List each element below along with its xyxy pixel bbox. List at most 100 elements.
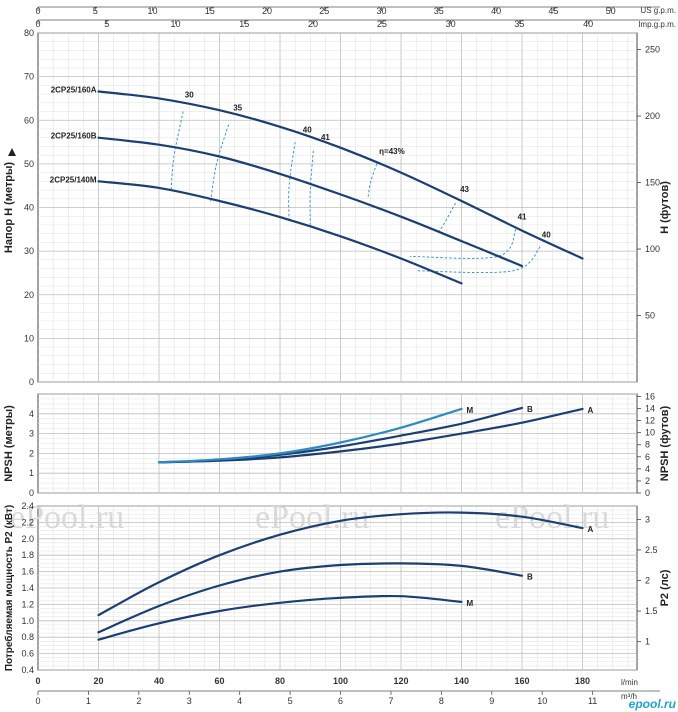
m3h-tick-label: 3 [187, 696, 192, 706]
power-ytick-label: 1.8 [21, 550, 34, 560]
power-series-label: B [527, 573, 533, 582]
efficiency-isolines: 30 35 40 41 η=43% 43 41 40 [170, 91, 551, 274]
us-gpm-tick-label: 45 [548, 6, 558, 16]
head-right-tick-label: 50 [645, 311, 655, 321]
npsh-ytick-label: 3 [29, 429, 34, 439]
head-ytick-label: 70 [24, 72, 34, 82]
power-right-tick-label: 1 [645, 637, 650, 647]
power-curve-a [97, 511, 584, 617]
m3h-tick-label: 9 [489, 696, 494, 706]
npsh-ylabel: NPSH (метры) [3, 405, 15, 482]
brand-logo: epool.ru [629, 697, 677, 711]
efficiency-isoline [170, 111, 184, 191]
npsh-right-tick-label: 12 [645, 416, 655, 426]
npsh-ylabel-right: NPSH (футов) [659, 405, 671, 481]
efficiency-isoline [410, 229, 517, 259]
npsh-ytick-label: 2 [29, 448, 34, 458]
us-gpm-tick-label: 15 [205, 6, 215, 16]
watermarks: ePool.ru ePool.ru ePool.ru [10, 499, 609, 536]
head-ytick-label: 10 [24, 333, 34, 343]
head-series-label: 2CP25/140M [50, 175, 97, 184]
npsh-right-tick-label: 8 [645, 440, 650, 450]
efficiency-label: 41 [321, 133, 330, 142]
head-curve-2cp25-140m [97, 180, 463, 285]
head-ytick-label: 80 [24, 28, 34, 38]
power-series-label: A [588, 525, 594, 534]
imp-gpm-tick-label: 25 [377, 19, 387, 29]
lmin-tick-label: 60 [215, 676, 225, 686]
head-ytick-label: 30 [24, 246, 34, 256]
us-gpm-tick-label: 0 [35, 6, 40, 16]
lmin-tick-label: 140 [454, 676, 469, 686]
imp-gpm-title: Imp.g.p.m. [638, 20, 676, 29]
head-right-tick-label: 150 [645, 178, 660, 188]
m3h-tick-label: 0 [35, 696, 40, 706]
power-ytick-label: 1.0 [21, 616, 34, 626]
npsh-right-tick-label: 16 [645, 391, 655, 401]
npsh-right-tick-label: 4 [645, 464, 650, 474]
head-ylabel: Напор H (метры) [3, 162, 15, 253]
head-ytick-label: 40 [24, 203, 34, 213]
m3h-tick-label: 5 [288, 696, 293, 706]
watermark-text: ePool.ru [255, 499, 369, 536]
imp-gpm-tick-label: 10 [171, 19, 181, 29]
us-gpm-tick-label: 10 [148, 6, 158, 16]
power-ytick-label: 2.2 [21, 517, 34, 527]
efficiency-label: 30 [185, 91, 194, 100]
npsh-right-tick-label: 2 [645, 476, 650, 486]
lmin-tick-label: 40 [154, 676, 164, 686]
power-ytick-label: 1.4 [21, 583, 34, 593]
power-ylabel-right: P2 (лс) [659, 569, 671, 606]
imp-gpm-tick-label: 40 [583, 19, 593, 29]
m3h-tick-label: 2 [136, 696, 141, 706]
npsh-series-label: M [467, 406, 474, 415]
watermark-text: ePool.ru [495, 499, 609, 536]
axis-titles: US g.p.m. Imp.g.p.m. Напор H (метры) H (фут… [3, 6, 677, 711]
head-ylabel-right: H (футов) [659, 181, 671, 234]
head-ytick-label: 50 [24, 159, 34, 169]
npsh-right-tick-label: 6 [645, 452, 650, 462]
power-curve-m [97, 594, 463, 641]
head-ytick-label: 20 [24, 290, 34, 300]
efficiency-isoline [288, 142, 296, 221]
us-gpm-tick-label: 30 [377, 6, 387, 16]
head-curve-2cp25-160b [97, 136, 524, 268]
m3h-tick-label: 7 [388, 696, 393, 706]
head-right-tick-label: 100 [645, 244, 660, 254]
us-gpm-tick-label: 35 [434, 6, 444, 16]
efficiency-label: 40 [542, 231, 551, 240]
power-right-tick-label: 1.5 [645, 606, 658, 616]
us-gpm-tick-label: 5 [93, 6, 98, 16]
watermark-text: ePool.ru [10, 499, 124, 536]
head-right-tick-label: 250 [645, 45, 660, 55]
power-ytick-label: 2.4 [21, 501, 34, 511]
imp-gpm-tick-label: 35 [514, 19, 524, 29]
efficiency-isoline [309, 150, 314, 225]
head-series-label: 2CP25/160B [51, 132, 97, 141]
m3h-tick-label: 11 [588, 696, 597, 706]
npsh-ytick-label: 1 [29, 468, 34, 478]
head-series-label: 2CP25/160A [51, 85, 97, 94]
power-series-label: M [467, 599, 474, 608]
power-right-tick-label: 2 [645, 576, 650, 586]
lmin-tick-label: 180 [575, 676, 590, 686]
performance-curves: 2CP25/160A 2CP25/160B 2CP25/140M A B M A B M [50, 85, 594, 641]
efficiency-isoline [209, 124, 230, 204]
lmin-tick-label: 80 [275, 676, 285, 686]
head-ylabel-arrow [8, 148, 16, 156]
efficiency-label: 43 [460, 185, 469, 194]
lmin-tick-label: 20 [93, 676, 103, 686]
lmin-tick-label: 0 [35, 676, 40, 686]
power-right-tick-label: 2.5 [645, 545, 658, 555]
tick-labels: 0 5 10 15 20 25 30 35 40 45 500 5 10 15 20 25 30 35 400102… [21, 6, 660, 706]
head-ytick-label: 60 [24, 115, 34, 125]
imp-gpm-tick-label: 15 [239, 19, 249, 29]
efficiency-isoline [416, 246, 541, 274]
m3h-tick-label: 6 [338, 696, 343, 706]
efficiency-label: 40 [303, 125, 312, 134]
npsh-right-tick-label: 14 [645, 404, 655, 414]
m3h-title: m³/h [621, 692, 637, 701]
us-gpm-tick-label: 20 [262, 6, 272, 16]
m3h-tick-label: 8 [439, 696, 444, 706]
panel-frames [37, 6, 660, 695]
